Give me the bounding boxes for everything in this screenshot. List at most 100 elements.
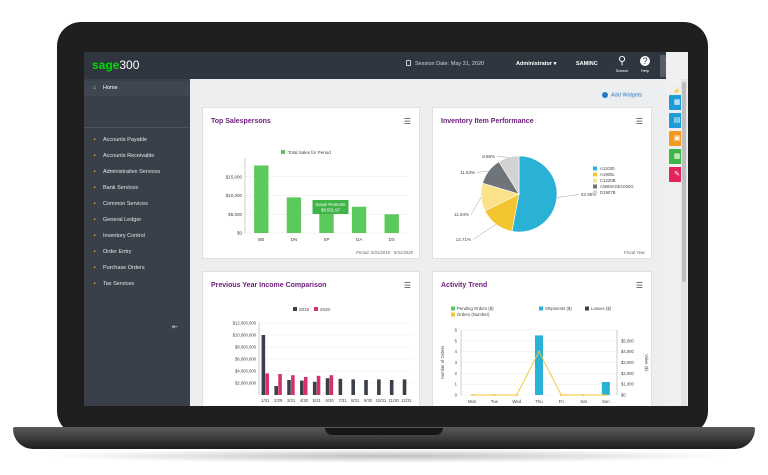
y2-tick-label: $5,000 [621, 338, 634, 343]
sidebar-item-accounts-payable[interactable]: ▪ Accounts Payable [84, 133, 190, 148]
x-tick-label: DA [356, 237, 362, 242]
sidebar-divider [84, 127, 190, 128]
bar-2020-4 [316, 375, 321, 395]
tooltip-name: Susan Promoter [315, 202, 346, 207]
income-comparison-chart: 2019 2020 $12,000,000 $10,000,000 $8,000,000… [233, 307, 413, 403]
legend-label: Orders (Number) [457, 312, 490, 317]
legend-swatch [281, 150, 285, 154]
bar-2019-1 [274, 386, 278, 395]
y-tick-label: $8,000,000 [235, 345, 257, 350]
sidebar-item-home[interactable]: ⌂ Home [84, 81, 190, 96]
sidebar-item-common-services[interactable]: ▪ Common Services [84, 197, 190, 212]
accounts-payable-icon: ▪ [93, 137, 96, 143]
sidebar-item-label: Common Services [103, 201, 148, 207]
legend-label: Total Sales for Period [288, 150, 331, 155]
add-widgets-button[interactable]: Add Widgets [602, 92, 642, 98]
lock-icon [406, 60, 411, 66]
y-tick-label: 0 [455, 393, 458, 398]
sidebar-item-bank-services[interactable]: ▪ Bank Services [84, 181, 190, 196]
legend-swatch [593, 184, 597, 189]
widget-title: Inventory Item Performance [441, 118, 534, 125]
pie-leader-line [496, 156, 509, 158]
sidebar-item-accounts-receivable[interactable]: ▪ Accounts Receivable [84, 149, 190, 164]
sidebar-item-purchase-orders[interactable]: ▪ Purchase Orders [84, 261, 190, 276]
y-tick-label: $5,000 [228, 212, 242, 217]
laptop-notch [325, 428, 443, 435]
sidebar-item-administrative-services[interactable]: ▪ Administrative Services [84, 165, 190, 180]
search-icon: ⚲ [617, 55, 627, 67]
bar-2019-4 [312, 381, 317, 395]
x-tick-label: DN [291, 237, 298, 242]
legend-swatch-2020 [314, 307, 318, 311]
sage-logo[interactable]: sage300 [92, 58, 140, 72]
bar-bb [254, 165, 269, 233]
sidebar-item-label: Order Entry [103, 249, 132, 255]
bar-da [351, 206, 367, 233]
search-button[interactable]: ⚲ Search [612, 55, 632, 77]
x-tick-label: 12/31 [401, 398, 412, 403]
x-tick-label: Thu [535, 399, 543, 404]
y2-tick-label: $3,000 [621, 360, 634, 365]
session-date: Session Date: May 31, 2020 [415, 61, 485, 67]
sidebar-item-tax-services[interactable]: ▪ Tax Services [84, 277, 190, 292]
widget-menu-icon[interactable]: ☰ [635, 117, 643, 126]
pie-value-label: 14.71% [456, 237, 471, 242]
bar-2020-1 [278, 374, 282, 395]
sidebar-item-order-entry[interactable]: ▪ Order Entry [84, 245, 190, 260]
laptop-shadow [40, 449, 730, 463]
user-menu[interactable]: Administrator ▾ [516, 61, 557, 67]
orders-point [471, 394, 474, 396]
bar-2019-10 [389, 380, 394, 395]
laptop-base [13, 427, 755, 449]
x-tick-label: 5/31 [313, 398, 322, 403]
y2-tick-label: $4,000 [621, 349, 634, 354]
legend-label: Shipments ($) [545, 306, 572, 311]
x-tick-label: 7/31 [338, 398, 347, 403]
inventory-pie-chart: 52.95% 14.71% 11.94% 11.53% 8.86% A11030A1900… [454, 154, 645, 255]
x-tick-label: Mon [468, 399, 477, 404]
bar-2020-0 [265, 373, 270, 395]
sidebar-item-label: Bank Services [103, 185, 139, 191]
widget-menu-icon[interactable]: ☰ [403, 117, 411, 126]
collapse-sidebar-icon[interactable]: ⇤ [172, 324, 178, 331]
y-tick-label: 2 [455, 371, 458, 376]
bar-2019-6 [338, 378, 343, 395]
help-button[interactable]: ? Help [640, 56, 650, 73]
y-tick-label: $4,000,000 [235, 369, 257, 374]
x-tick-label: 2/29 [274, 398, 283, 403]
legend-swatch [539, 306, 543, 311]
widget-inventory-performance: Inventory Item Performance ☰ 52.95% 14.71… [432, 107, 652, 259]
bar-2020-3 [303, 377, 308, 395]
widget-menu-icon[interactable]: ☰ [635, 281, 643, 290]
scrollbar-thumb[interactable] [682, 82, 686, 282]
widget-menu-icon[interactable]: ☰ [403, 281, 411, 290]
company-name: SAMINC [576, 61, 598, 67]
legend-label: Pending Orders ($) [457, 306, 494, 311]
bar-2019-7 [351, 379, 355, 395]
x-tick-label: Fri [559, 399, 564, 404]
x-tick-label: BB [258, 237, 264, 242]
pie-leader-line [472, 224, 497, 240]
x-tick-label: 1/31 [261, 398, 270, 403]
x-tick-label: 9/30 [364, 398, 373, 403]
y-tick-label: $10,000 [226, 193, 243, 198]
x-tick-label: 4/30 [300, 398, 309, 403]
y-tick-label: 3 [455, 360, 458, 365]
sidebar-item-label: Tax Services [103, 281, 135, 287]
sidebar-item-label: Purchase Orders [103, 265, 145, 271]
legend-label: 2019 [299, 307, 310, 312]
tooltip-box [312, 200, 349, 214]
bar-2020-2 [291, 375, 295, 395]
y2-tick-label: $2,000 [621, 371, 634, 376]
sidebar-item-general-ledger[interactable]: ▪ General Ledger [84, 213, 190, 228]
legend-label: A1900L [600, 172, 615, 177]
top-bar: sage300 Session Date: May 31, 2020 Admin… [84, 52, 688, 79]
bar-ds [384, 214, 399, 233]
sidebar-item-inventory-control[interactable]: ▪ Inventory Control [84, 229, 190, 244]
widget-activity-trend: Activity Trend ☰ Pending Orders ($) Shipm… [432, 271, 652, 406]
legend-label: D1907B [600, 190, 616, 195]
orders-point [493, 394, 496, 396]
y-tick-label: $0 [237, 231, 243, 236]
general-ledger-icon: ▪ [93, 217, 96, 223]
y-tick-label: 6 [455, 328, 458, 333]
